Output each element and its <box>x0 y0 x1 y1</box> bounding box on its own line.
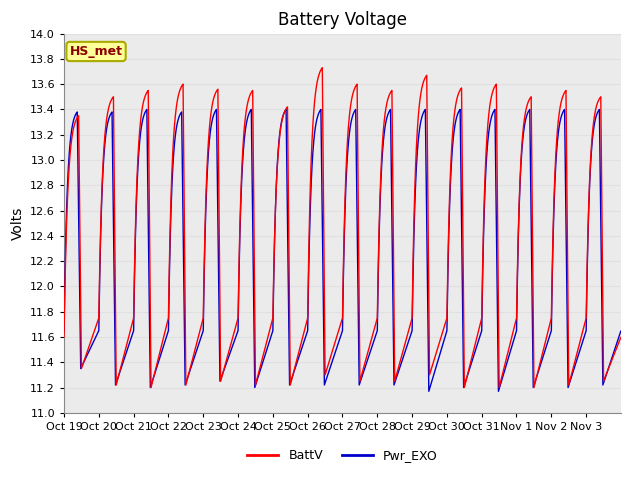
Text: HS_met: HS_met <box>70 45 123 58</box>
Title: Battery Voltage: Battery Voltage <box>278 11 407 29</box>
Line: Pwr_EXO: Pwr_EXO <box>64 109 621 391</box>
BattV <box>414 117 422 122</box>
Pwr_EXO <box>174 117 182 122</box>
Pwr_EXO <box>60 328 68 334</box>
Pwr_EXO <box>499 374 506 380</box>
BattV <box>532 376 540 382</box>
Pwr_EXO <box>532 376 540 382</box>
BattV <box>611 349 619 355</box>
Pwr_EXO <box>143 107 150 112</box>
BattV <box>463 373 471 379</box>
BattV <box>174 94 182 99</box>
Pwr_EXO <box>617 328 625 334</box>
BattV <box>499 371 506 376</box>
Pwr_EXO <box>611 346 619 352</box>
BattV <box>617 335 625 340</box>
Line: BattV: BattV <box>64 68 621 387</box>
Pwr_EXO <box>414 142 422 148</box>
BattV <box>319 65 326 71</box>
BattV <box>147 384 155 390</box>
Pwr_EXO <box>463 374 471 380</box>
Legend: BattV, Pwr_EXO: BattV, Pwr_EXO <box>242 444 443 467</box>
Y-axis label: Volts: Volts <box>10 206 24 240</box>
BattV <box>60 334 68 340</box>
Pwr_EXO <box>425 388 433 394</box>
